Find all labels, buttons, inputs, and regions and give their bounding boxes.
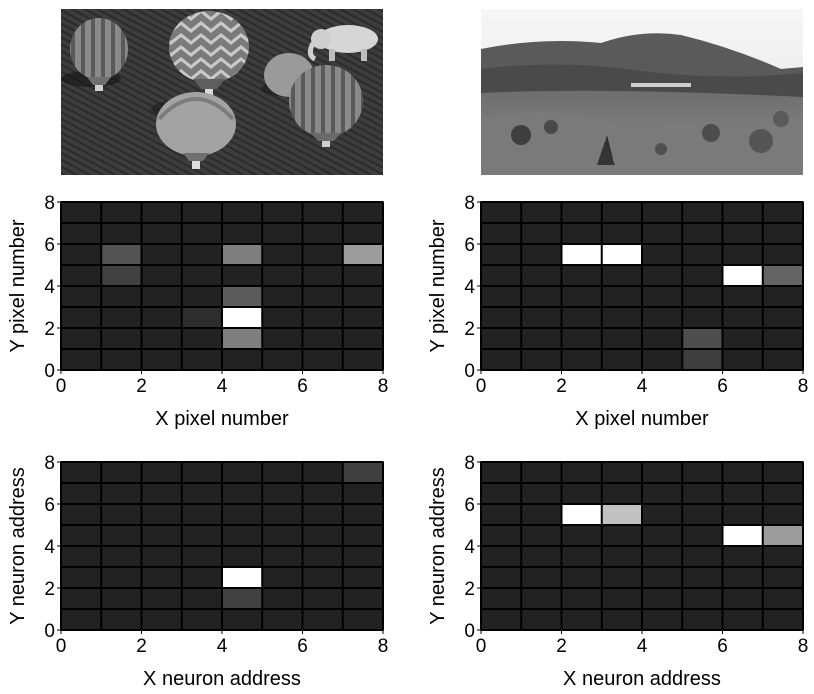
x-tick-label: 8 [378,376,389,397]
heatmap-cell [342,462,383,483]
x-axis-label: X neuron address [563,668,721,690]
y-axis-label: Y neuron address [427,467,449,625]
x-tick-label: 8 [798,376,809,397]
x-axis-label: X pixel number [575,408,709,430]
x-tick-label: 2 [556,636,567,657]
x-tick-label: 0 [476,636,487,657]
x-tick-label: 0 [56,376,67,397]
y-tick-label: 6 [464,495,475,516]
y-tick-label: 8 [464,453,475,474]
hot-air-balloons-photo [61,9,383,175]
y-axis-label: Y pixel number [7,219,29,352]
y-tick-label: 6 [44,495,55,516]
y-tick-label: 6 [44,235,55,256]
x-axis-label: X neuron address [143,668,301,690]
x-tick-label: 0 [476,376,487,397]
x-tick-label: 2 [556,376,567,397]
x-axis-label: X pixel number [155,408,289,430]
heatmap-cell [222,588,263,609]
heatmap-cell [601,244,642,265]
y-axis-label: Y neuron address [7,467,29,625]
heatmap-cell [722,525,763,546]
heatmap-cell [222,244,263,265]
y-tick-label: 2 [44,579,55,600]
y-axis-label: Y pixel number [427,219,449,352]
y-tick-label: 2 [44,319,55,340]
x-tick-label: 4 [637,376,648,397]
heatmap-cell [682,349,723,370]
heatmap-panel-3: 0 2 4 6 8 0 2 4 6 8 X neuron address Y neuron addre… [7,453,388,690]
x-tick-label: 2 [136,376,147,397]
heatmap-cell [181,307,222,328]
heatmap-cell [342,244,383,265]
y-tick-label: 6 [464,235,475,256]
x-tick-label: 6 [717,376,728,397]
y-tick-label: 0 [44,621,55,642]
y-tick-label: 8 [44,193,55,214]
y-tick-label: 4 [464,277,475,298]
x-tick-label: 6 [297,376,308,397]
x-tick-label: 4 [217,376,228,397]
heatmap-cell [762,525,803,546]
heatmap-cell [222,307,263,328]
heatmap-cell [101,244,142,265]
heatmap-panel-4: 0 2 4 6 8 0 2 4 6 8 X neuron address Y neuron addre… [427,453,808,690]
heatmap-panel-1: 0 2 4 6 8 0 2 4 6 8 X pixel number Y pixel number [7,193,388,430]
y-tick-label: 8 [44,453,55,474]
heatmap-cell [762,265,803,286]
heatmap-cell [222,328,263,349]
x-tick-label: 4 [637,636,648,657]
x-tick-label: 8 [798,636,809,657]
x-tick-label: 6 [717,636,728,657]
x-tick-label: 6 [297,636,308,657]
y-tick-label: 8 [464,193,475,214]
heatmap-cell [601,504,642,525]
x-tick-label: 8 [378,636,389,657]
y-tick-label: 4 [44,537,55,558]
y-tick-label: 0 [464,621,475,642]
x-tick-label: 2 [136,636,147,657]
x-tick-label: 4 [217,636,228,657]
mountain-landscape-photo [481,9,803,175]
heatmap-cell [722,265,763,286]
y-tick-label: 0 [464,361,475,382]
heatmap-cell [561,244,602,265]
y-tick-label: 2 [464,579,475,600]
heatmap-cell [222,567,263,588]
y-tick-label: 4 [44,277,55,298]
heatmap-cell [101,265,142,286]
y-tick-label: 4 [464,537,475,558]
y-tick-label: 2 [464,319,475,340]
heatmap-panel-2: 0 2 4 6 8 0 2 4 6 8 X pixel number Y pixel number [427,193,808,430]
heatmap-cell [561,504,602,525]
x-tick-label: 0 [56,636,67,657]
y-tick-label: 0 [44,361,55,382]
heatmap-cell [222,286,263,307]
heatmap-cell [682,328,723,349]
